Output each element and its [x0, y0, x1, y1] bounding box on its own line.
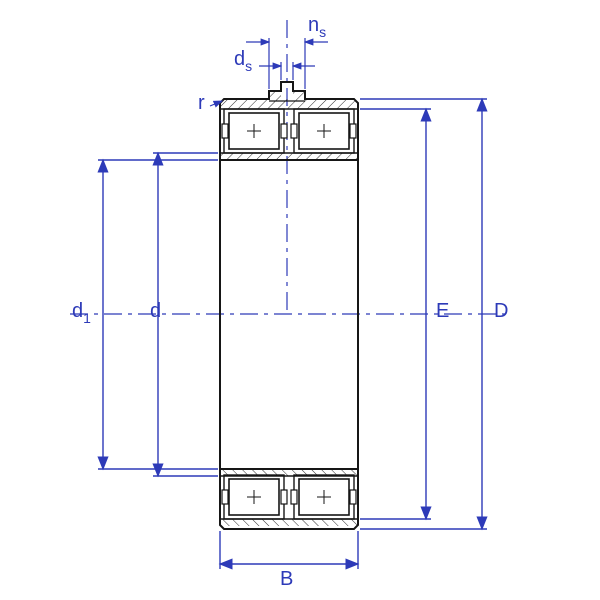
outer-ring-bottom-hatch [220, 519, 358, 526]
label-ns: ns [308, 14, 326, 37]
label-ds: ds [234, 48, 252, 71]
roller-cavity-top [222, 109, 356, 153]
label-D: D [494, 300, 508, 323]
label-B: B [280, 568, 293, 591]
inner-ring-top-hatch [220, 153, 358, 160]
bearing-diagram: d1 d E D B r ns ds [0, 0, 600, 600]
label-r: r [198, 92, 205, 115]
roller-cavity-bottom [222, 475, 356, 519]
label-E: E [436, 300, 449, 323]
label-d1: d1 [72, 300, 91, 323]
inner-ring-bottom-hatch [220, 469, 358, 476]
label-d: d [150, 300, 161, 323]
